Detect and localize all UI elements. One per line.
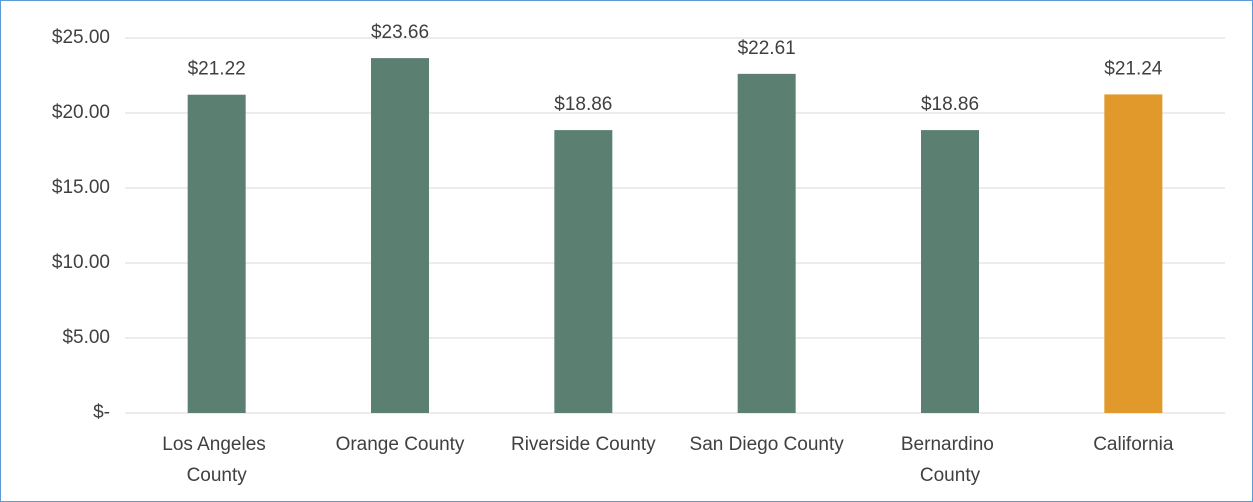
x-tick-label: Bernardino County [901,434,999,486]
y-tick-label: $10.00 [52,252,110,273]
data-label: $18.86 [554,94,612,115]
y-tick-label: $25.00 [52,27,110,48]
bar [1104,94,1163,414]
data-label: $23.66 [371,22,429,43]
bar [371,58,429,413]
data-label: $18.86 [921,94,979,115]
data-label: $22.61 [738,38,796,59]
y-tick-label: $20.00 [52,102,110,123]
data-label: $21.24 [1104,58,1163,79]
y-tick-label: $- [93,402,110,423]
y-tick-label: $15.00 [52,177,110,198]
x-tick-label: Los Angeles County [162,434,271,486]
bar [554,130,613,413]
data-label: $21.22 [188,59,246,80]
x-tick-label: Orange County [336,434,465,455]
bar [921,130,979,413]
x-tick-label: San Diego County [690,434,845,455]
bar [187,94,246,413]
x-tick-label: California [1093,434,1174,455]
x-tick-label: Riverside County [511,434,656,455]
y-tick-label: $5.00 [62,327,110,348]
bar [737,73,796,413]
